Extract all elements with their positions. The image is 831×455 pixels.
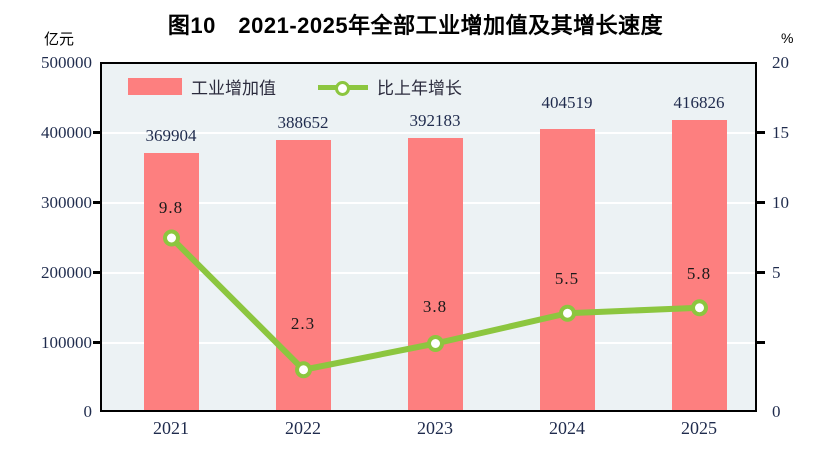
legend-line-marker-icon <box>335 80 350 96</box>
line-value-label-2023: 3.8 <box>422 297 448 316</box>
x-tick-label-2025: 2025 <box>681 418 717 438</box>
gridline <box>102 132 755 134</box>
y-tick-label-left: 400000 <box>41 123 92 142</box>
y-tickmark-right <box>757 341 765 344</box>
legend-bar-swatch-icon <box>128 78 182 95</box>
y-axis-unit-left: 亿元 <box>44 31 75 48</box>
bar-2022[interactable] <box>276 140 331 410</box>
y-tickmark-left <box>93 341 101 344</box>
y-tickmark-left <box>93 201 101 204</box>
y-tick-label-left: 0 <box>83 402 93 421</box>
x-tick-label-2022: 2022 <box>285 418 321 438</box>
y-tick-label-right: 5 <box>772 263 781 282</box>
y-tick-label-left: 500000 <box>41 53 92 72</box>
y-tickmark-left <box>93 271 101 274</box>
y-tickmark-left <box>93 131 101 134</box>
y-tick-label-right: 15 <box>772 123 789 142</box>
bar-value-label-2023: 392183 <box>409 111 461 130</box>
y-tickmark-right <box>757 271 765 274</box>
x-tick-label-2021: 2021 <box>153 418 189 438</box>
y-tick-label-right: 20 <box>772 53 789 72</box>
x-tick-label-2024: 2024 <box>549 418 585 438</box>
x-tick-label-2023: 2023 <box>417 418 453 438</box>
y-tick-label-left: 300000 <box>41 193 92 212</box>
line-value-label-2021: 9.8 <box>158 198 184 217</box>
y-tickmark-right <box>757 131 765 134</box>
bar-value-label-2021: 369904 <box>145 126 197 145</box>
chart-legend: 工业增加值 比上年增长 <box>128 74 462 99</box>
chart-title: 图10 2021-2025年全部工业增加值及其增长速度 <box>167 13 664 38</box>
y-tickmark-right <box>757 201 765 204</box>
bar-2023[interactable] <box>408 138 463 410</box>
y-tick-label-right: 0 <box>772 402 781 421</box>
line-value-label-2025: 5.8 <box>686 264 712 283</box>
legend-item-bar[interactable]: 工业增加值 <box>128 74 276 99</box>
y-axis-unit-right: % <box>781 30 794 46</box>
legend-item-line[interactable]: 比上年增长 <box>318 74 462 99</box>
legend-label-line: 比上年增长 <box>377 79 462 98</box>
legend-label-bar: 工业增加值 <box>191 79 276 98</box>
bar-2021[interactable] <box>144 153 199 410</box>
legend-line-swatch-icon <box>318 79 368 96</box>
line-value-label-2022: 2.3 <box>290 314 316 333</box>
bar-value-label-2022: 388652 <box>277 113 329 132</box>
bar-value-label-2024: 404519 <box>541 93 593 112</box>
y-tick-label-left: 200000 <box>41 263 92 282</box>
y-tick-label-right: 10 <box>772 193 789 212</box>
bar-value-label-2025: 416826 <box>673 93 725 112</box>
y-tick-label-left: 100000 <box>41 333 92 352</box>
line-value-label-2024: 5.5 <box>554 269 580 288</box>
